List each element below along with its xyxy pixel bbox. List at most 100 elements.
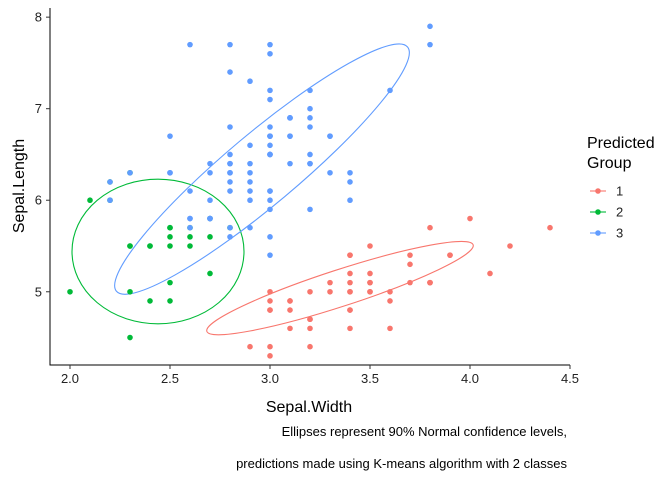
point-group-3-54 — [227, 179, 233, 185]
point-group-3-24 — [267, 234, 273, 240]
point-group-3-66 — [267, 197, 273, 204]
point-group-1-45 — [427, 279, 433, 286]
axes — [46, 8, 571, 369]
point-group-3-63 — [267, 41, 273, 48]
point-group-3-41 — [267, 124, 273, 130]
point-group-3-77 — [267, 206, 273, 213]
point-group-3-33 — [247, 169, 253, 176]
point-group-2-9 — [127, 288, 133, 295]
point-group-3-13 — [247, 160, 253, 167]
point-group-3-17 — [247, 197, 253, 204]
y-tick-label: 6 — [35, 193, 42, 208]
point-group-2-0 — [127, 334, 133, 341]
y-tick-label: 7 — [35, 101, 42, 116]
point-group-3-21 — [347, 197, 353, 204]
point-group-3-19 — [207, 197, 213, 204]
point-group-1-4 — [387, 288, 393, 295]
point-group-3-49 — [227, 234, 233, 240]
point-group-3-71 — [307, 124, 313, 130]
ellipse-group-1 — [206, 240, 474, 336]
point-group-1-6 — [347, 325, 353, 332]
y-axis-title: Sepal.Length — [11, 139, 28, 233]
point-group-2-17 — [167, 243, 173, 249]
point-group-2-23 — [207, 234, 213, 240]
point-group-3-43 — [307, 160, 313, 167]
point-group-1-30 — [287, 307, 293, 313]
point-group-1-29 — [307, 316, 313, 323]
point-group-2-22 — [167, 224, 173, 231]
point-group-3-0 — [307, 105, 313, 112]
point-group-1-46 — [307, 325, 313, 332]
point-group-1-39 — [347, 279, 353, 286]
point-group-3-27 — [187, 215, 193, 222]
data-points — [67, 23, 553, 359]
caption-line-2: predictions made using K-means algorithm… — [236, 456, 567, 471]
x-axis-title: Sepal.Width — [266, 399, 352, 416]
point-group-3-64 — [347, 169, 353, 176]
legend-title-line-1: Predicted — [587, 135, 655, 152]
legend-key-point-1 — [595, 188, 601, 194]
point-group-1-31 — [347, 252, 353, 258]
point-group-3-59 — [427, 23, 433, 30]
point-group-1-37 — [387, 298, 393, 304]
point-group-2-5 — [167, 279, 173, 286]
point-group-3-9 — [107, 179, 113, 185]
point-group-2-1 — [67, 288, 73, 295]
point-group-1-24 — [347, 307, 353, 313]
point-group-3-11 — [227, 188, 233, 194]
point-group-3-23 — [127, 169, 133, 176]
point-group-2-7 — [147, 298, 153, 304]
point-group-3-70 — [207, 215, 213, 222]
x-tick-label: 4.0 — [461, 371, 479, 386]
point-group-1-10 — [407, 252, 413, 258]
point-group-1-8 — [247, 343, 253, 350]
point-group-3-4 — [327, 169, 333, 176]
point-group-2-20 — [127, 243, 133, 249]
point-group-1-3 — [287, 325, 293, 332]
point-group-3-29 — [247, 224, 253, 231]
point-group-1-34 — [287, 298, 293, 304]
point-group-3-48 — [307, 115, 313, 121]
point-group-1-35 — [307, 288, 313, 295]
point-group-3-18 — [187, 224, 193, 231]
point-group-1-22 — [387, 325, 393, 332]
point-group-3-10 — [307, 206, 313, 213]
point-group-3-75 — [267, 151, 273, 158]
point-group-3-73 — [267, 133, 273, 139]
legend-title-line-2: Group — [587, 155, 632, 172]
x-tick-label: 3.0 — [261, 371, 279, 386]
point-group-1-33 — [507, 243, 513, 249]
point-group-1-18 — [427, 224, 433, 231]
point-group-3-6 — [247, 188, 253, 194]
x-tick-label: 2.0 — [61, 371, 79, 386]
x-tick-label: 3.5 — [361, 371, 379, 386]
point-group-1-14 — [467, 215, 473, 222]
point-group-3-55 — [267, 188, 273, 194]
point-group-3-68 — [287, 133, 293, 139]
point-group-2-19 — [167, 298, 173, 304]
point-group-3-65 — [287, 160, 293, 167]
legend-key-point-2 — [595, 209, 601, 215]
point-group-3-61 — [227, 169, 233, 176]
point-group-1-13 — [267, 353, 273, 359]
caption-line-1: Ellipses represent 90% Normal confidence… — [282, 424, 567, 439]
point-group-3-76 — [347, 179, 353, 185]
point-group-2-8 — [207, 270, 213, 277]
point-group-2-4 — [167, 234, 173, 240]
x-tick-label: 2.5 — [161, 371, 179, 386]
point-group-3-69 — [287, 115, 293, 121]
point-group-3-72 — [327, 133, 333, 139]
y-tick-label: 5 — [35, 284, 42, 299]
point-group-3-53 — [307, 87, 313, 94]
point-group-2-21 — [87, 197, 93, 204]
point-group-3-58 — [227, 69, 233, 75]
point-group-3-32 — [267, 96, 273, 103]
legend-label-2: 2 — [616, 205, 623, 220]
point-group-1-42 — [367, 288, 373, 295]
point-group-2-13 — [147, 243, 153, 249]
point-group-3-62 — [187, 188, 193, 194]
point-group-1-41 — [307, 343, 313, 350]
point-group-3-57 — [267, 87, 273, 94]
point-group-3-42 — [227, 224, 233, 231]
